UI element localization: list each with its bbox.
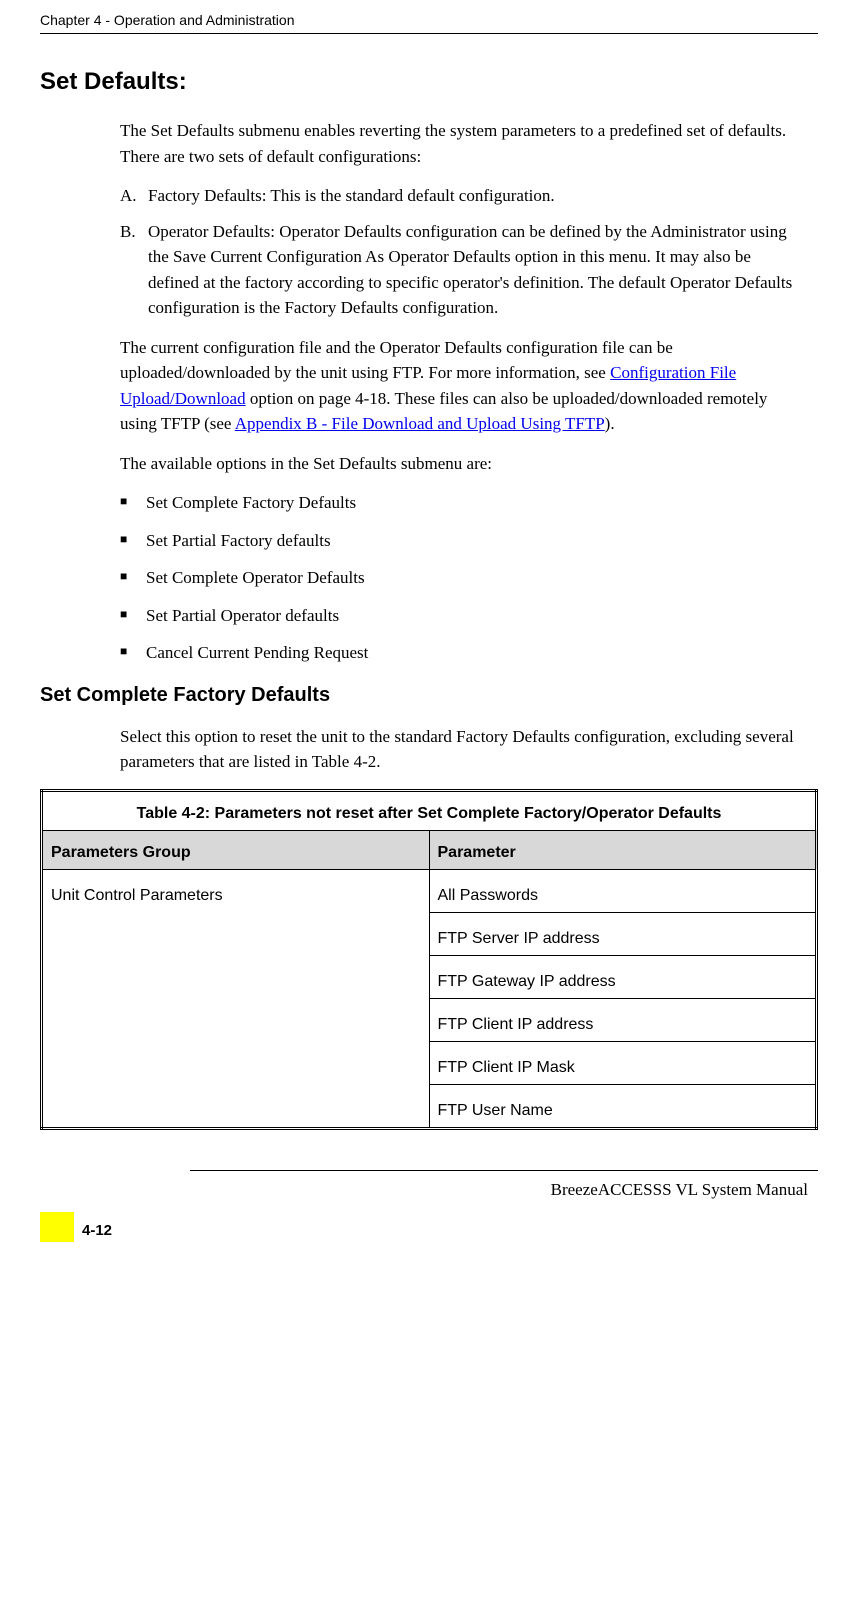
table-cell: FTP Server IP address — [429, 912, 817, 955]
options-intro: The available options in the Set Default… — [120, 451, 798, 477]
bullet-icon: ■ — [120, 640, 146, 666]
options-list: ■Set Complete Factory Defaults ■Set Part… — [120, 490, 798, 666]
upload-download-paragraph: The current configuration file and the O… — [120, 335, 798, 437]
footer-manual-name: BreezeACCESSS VL System Manual — [40, 1177, 808, 1203]
bullet-text: Set Complete Operator Defaults — [146, 565, 365, 591]
page-footer: BreezeACCESSS VL System Manual 4-12 — [40, 1170, 818, 1243]
bullet-text: Set Partial Factory defaults — [146, 528, 331, 554]
page-number: 4-12 — [82, 1220, 112, 1243]
footer-accent-block — [40, 1212, 74, 1242]
intro-paragraph: The Set Defaults submenu enables reverti… — [120, 118, 798, 169]
bullet-icon: ■ — [120, 565, 146, 591]
table-cell: FTP Client IP Mask — [429, 1041, 817, 1084]
table-cell: All Passwords — [429, 869, 817, 912]
table-cell: FTP Gateway IP address — [429, 955, 817, 998]
bullet-text: Set Complete Factory Defaults — [146, 490, 356, 516]
list-item: ■Cancel Current Pending Request — [120, 640, 798, 666]
table-col-header: Parameters Group — [42, 830, 430, 869]
table-title: Table 4-2: Parameters not reset after Se… — [42, 790, 817, 830]
list-item: A. Factory Defaults: This is the standar… — [120, 183, 798, 209]
list-item: ■Set Partial Operator defaults — [120, 603, 798, 629]
bullet-text: Cancel Current Pending Request — [146, 640, 368, 666]
list-item: ■Set Partial Factory defaults — [120, 528, 798, 554]
bullet-icon: ■ — [120, 490, 146, 516]
text-span: ). — [605, 414, 615, 433]
table-cell: FTP User Name — [429, 1084, 817, 1128]
table-cell: FTP Client IP address — [429, 998, 817, 1041]
subsection-paragraph: Select this option to reset the unit to … — [120, 724, 798, 775]
subsection-title: Set Complete Factory Defaults — [40, 680, 818, 710]
list-text: Factory Defaults: This is the standard d… — [148, 183, 555, 209]
section-title: Set Defaults: — [40, 64, 818, 100]
footer-divider — [190, 1170, 818, 1171]
default-types-list: A. Factory Defaults: This is the standar… — [120, 183, 798, 321]
bullet-icon: ■ — [120, 603, 146, 629]
list-marker: B. — [120, 219, 148, 321]
list-item: ■Set Complete Factory Defaults — [120, 490, 798, 516]
list-marker: A. — [120, 183, 148, 209]
list-item: B. Operator Defaults: Operator Defaults … — [120, 219, 798, 321]
table-col-header: Parameter — [429, 830, 817, 869]
table-cell-group: Unit Control Parameters — [42, 869, 430, 1128]
list-text: Operator Defaults: Operator Defaults con… — [148, 219, 798, 321]
text-span: The current configuration file and the O… — [120, 338, 673, 383]
list-item: ■Set Complete Operator Defaults — [120, 565, 798, 591]
bullet-icon: ■ — [120, 528, 146, 554]
appendix-b-link[interactable]: Appendix B - File Download and Upload Us… — [235, 414, 605, 433]
bullet-text: Set Partial Operator defaults — [146, 603, 339, 629]
params-table: Table 4-2: Parameters not reset after Se… — [40, 789, 818, 1130]
header-chapter: Chapter 4 - Operation and Administration — [40, 10, 818, 34]
